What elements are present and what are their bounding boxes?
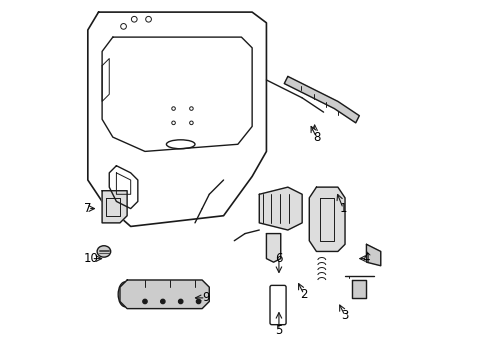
Circle shape bbox=[178, 299, 183, 303]
Polygon shape bbox=[267, 234, 281, 262]
Text: 4: 4 bbox=[363, 252, 370, 265]
Polygon shape bbox=[352, 280, 367, 298]
Polygon shape bbox=[88, 12, 267, 226]
Text: 1: 1 bbox=[340, 202, 347, 215]
Polygon shape bbox=[102, 37, 252, 152]
Text: 9: 9 bbox=[202, 291, 209, 305]
Polygon shape bbox=[367, 244, 381, 266]
Polygon shape bbox=[109, 166, 138, 208]
Text: 5: 5 bbox=[275, 324, 283, 337]
Ellipse shape bbox=[97, 246, 111, 257]
Text: 3: 3 bbox=[342, 309, 349, 322]
Polygon shape bbox=[120, 280, 209, 309]
Text: 7: 7 bbox=[84, 202, 92, 215]
Text: 8: 8 bbox=[313, 131, 320, 144]
Polygon shape bbox=[259, 187, 302, 230]
FancyBboxPatch shape bbox=[270, 285, 286, 325]
Circle shape bbox=[143, 299, 147, 303]
Polygon shape bbox=[284, 76, 359, 123]
Text: 10: 10 bbox=[84, 252, 99, 265]
Text: 6: 6 bbox=[275, 252, 283, 265]
Circle shape bbox=[161, 299, 165, 303]
Text: 2: 2 bbox=[300, 288, 308, 301]
Circle shape bbox=[196, 299, 201, 303]
Polygon shape bbox=[309, 187, 345, 251]
Polygon shape bbox=[102, 191, 127, 223]
